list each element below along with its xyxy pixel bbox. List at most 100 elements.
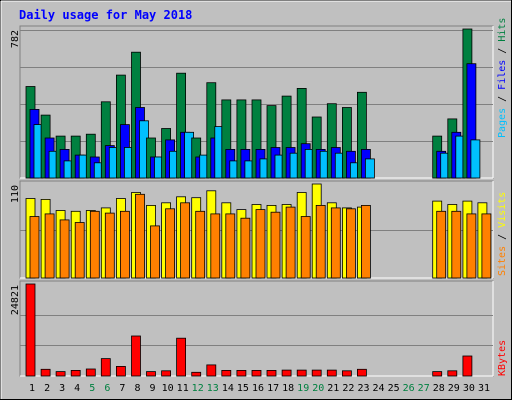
bar-sites-day-18 <box>285 206 296 279</box>
bar-sites-day-14 <box>225 213 236 279</box>
bar-sites-day-21 <box>330 207 341 279</box>
x-tick-label: 6 <box>104 383 110 394</box>
bar-kbytes-day-6 <box>100 358 111 377</box>
x-tick-label: 16 <box>252 383 264 394</box>
y-max-label: 24821 <box>10 285 21 315</box>
x-tick-label: 24 <box>372 383 384 394</box>
bar-sites-day-12 <box>195 210 206 279</box>
bar-kbytes-day-1 <box>25 283 36 377</box>
x-tick-label: 7 <box>119 383 125 394</box>
x-tick-label: 26 <box>403 383 415 394</box>
bar-sites-day-6 <box>104 212 115 279</box>
x-tick-label: 17 <box>267 383 279 394</box>
bar-kbytes-day-13 <box>206 364 217 377</box>
bar-kbytes-day-2 <box>40 368 51 377</box>
side-label-sites: Sites <box>497 246 508 276</box>
bar-pages-day-23 <box>364 158 375 179</box>
x-tick-label: 10 <box>162 383 174 394</box>
bar-sites-day-20 <box>315 204 326 279</box>
x-tick-label: 9 <box>149 383 155 394</box>
x-tick-label: 25 <box>388 383 400 394</box>
bar-kbytes-day-18 <box>281 369 292 377</box>
bar-kbytes-day-21 <box>326 369 337 377</box>
side-label-panel-3: KBytes <box>497 340 508 376</box>
x-tick-label: 20 <box>312 383 324 394</box>
bar-sites-day-15 <box>240 217 251 279</box>
x-tick-label: 12 <box>192 383 204 394</box>
x-tick-label: 29 <box>448 383 460 394</box>
x-tick-label: 15 <box>237 383 249 394</box>
chart-panels: 782 110 24821 <box>10 25 494 377</box>
bar-sites-day-4 <box>74 222 85 279</box>
x-tick-label: 30 <box>463 383 475 394</box>
x-tick-label: 18 <box>282 383 294 394</box>
x-tick-label: 5 <box>89 383 95 394</box>
bar-sites-day-13 <box>210 213 221 279</box>
x-tick-label: 31 <box>478 383 490 394</box>
bar-sites-day-2 <box>44 213 55 279</box>
bar-sites-day-3 <box>59 219 70 279</box>
x-tick-label: 8 <box>134 383 140 394</box>
x-tick-label: 14 <box>222 383 234 394</box>
x-tick-label: 21 <box>327 383 339 394</box>
bar-sites-day-16 <box>255 209 266 279</box>
bar-sites-day-8 <box>135 193 145 279</box>
x-tick-label: 22 <box>342 383 354 394</box>
x-tick-label: 3 <box>59 383 65 394</box>
bar-kbytes-day-30 <box>462 355 473 377</box>
bar-sites-day-5 <box>89 210 100 279</box>
bar-kbytes-day-9 <box>146 371 156 377</box>
panel-hits-files-pages: 782 <box>10 25 494 179</box>
bar-kbytes-day-28 <box>432 371 443 377</box>
panel-background <box>19 280 494 377</box>
panel-kbytes: 24821 <box>10 280 494 377</box>
bar-sites-day-17 <box>270 211 281 279</box>
bar-sites-day-30 <box>466 213 477 279</box>
bar-kbytes-day-5 <box>85 368 96 377</box>
bar-sites-day-7 <box>120 210 130 279</box>
bar-kbytes-day-19 <box>296 369 307 377</box>
bar-kbytes-day-3 <box>55 371 66 377</box>
side-label-visits: Visits <box>497 192 508 228</box>
side-label-separator: / <box>497 228 508 246</box>
bar-kbytes-day-22 <box>341 370 352 377</box>
bar-sites-day-29 <box>451 210 462 279</box>
bar-sites-day-10 <box>165 208 176 279</box>
bar-kbytes-day-14 <box>221 369 232 377</box>
x-tick-label: 19 <box>297 383 309 394</box>
side-label-pages: Pages <box>497 108 508 138</box>
bar-sites-day-19 <box>300 216 311 279</box>
side-label-panel-1: Pages / Files / Hits <box>497 18 508 138</box>
bar-kbytes-day-15 <box>236 369 247 377</box>
bar-kbytes-day-16 <box>251 369 262 377</box>
bar-sites-day-23 <box>360 204 371 279</box>
y-max-label: 110 <box>10 185 21 203</box>
bar-kbytes-day-4 <box>70 369 81 377</box>
bar-kbytes-day-20 <box>311 369 322 377</box>
x-axis-day-labels: 1 2 3 4 5 6 7 8 9 10 11 12 13 14 15 16 17 18 19 20 21 22 23 24 2… <box>29 383 490 394</box>
bar-sites-day-31 <box>481 213 492 279</box>
series-side-labels: Pages / Files / Hits Sites / Visits KBytes <box>497 18 508 376</box>
bar-kbytes-day-11 <box>176 337 187 377</box>
x-tick-label: 2 <box>44 383 50 394</box>
x-tick-label: 1 <box>29 383 35 394</box>
bar-kbytes-day-17 <box>266 369 277 377</box>
bar-kbytes-day-23 <box>356 368 367 377</box>
side-label-kbytes: KBytes <box>497 340 508 376</box>
bar-pages-day-30 <box>470 139 481 179</box>
bar-sites-day-1 <box>29 216 40 279</box>
side-label-files: Files <box>497 60 508 90</box>
bar-sites-day-9 <box>150 225 160 279</box>
bar-sites-day-11 <box>180 202 191 279</box>
side-label-panel-2: Sites / Visits <box>497 192 508 276</box>
y-max-label: 782 <box>10 30 21 48</box>
x-tick-label: 13 <box>207 383 219 394</box>
bar-kbytes-day-29 <box>447 370 458 377</box>
bar-sites-day-28 <box>436 210 447 279</box>
x-tick-label: 23 <box>357 383 369 394</box>
bar-sites-day-22 <box>345 208 356 279</box>
bar-kbytes-day-7 <box>116 365 126 377</box>
bar-kbytes-day-12 <box>191 371 202 377</box>
chart-title: Daily usage for May 2018 <box>19 8 192 22</box>
